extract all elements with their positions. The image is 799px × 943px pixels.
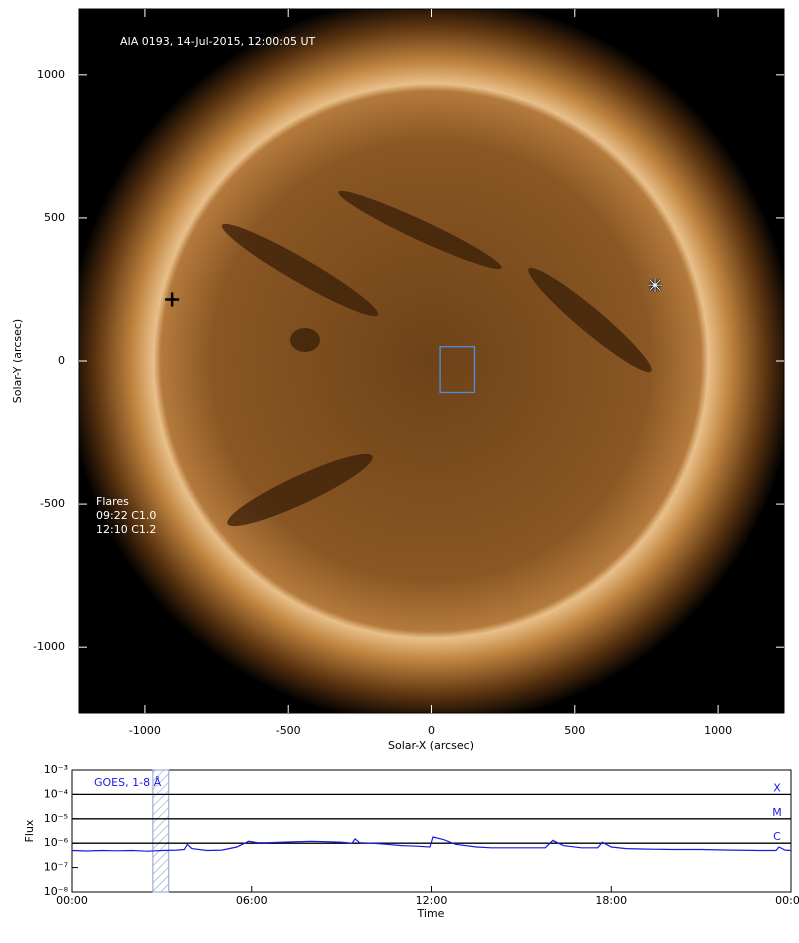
x-tick-label: 00:00 [775, 894, 799, 907]
y-tick-label: 0 [58, 354, 65, 367]
y-tick-label: 10⁻⁸ [44, 885, 69, 898]
annotation: 12:10 C1.2 [96, 523, 156, 536]
shaded-interval [152, 769, 170, 893]
y-tick-label: 10⁻⁷ [44, 861, 68, 874]
coronal-holes [221, 190, 652, 527]
y-tick-label: -500 [40, 497, 65, 510]
x-axis-label: Solar-X (arcsec) [388, 739, 474, 752]
x-axis-label: Time [417, 907, 445, 920]
y-tick-label: 1000 [37, 68, 65, 81]
annotation: 09:22 C1.0 [96, 509, 156, 522]
y-axis-label: Flux [23, 819, 36, 842]
y-tick-label: 10⁻⁵ [44, 812, 68, 825]
image-panel: AIA 0193, 14-Jul-2015, 12:00:05 UT Solar… [11, 8, 785, 752]
x-tick-label: 500 [564, 724, 585, 737]
y-tick-label: 10⁻⁴ [44, 787, 69, 800]
solar-disk [79, 9, 784, 713]
plot-frame [71, 769, 792, 893]
x-tick-label: 1000 [704, 724, 732, 737]
class-label: X [773, 781, 781, 794]
flux-line [71, 836, 792, 852]
annotation: Flares [96, 495, 129, 508]
x-tick-label: 12:00 [416, 894, 448, 907]
y-axis-label: Solar-Y (arcsec) [11, 319, 24, 403]
x-tick-label: -1000 [129, 724, 161, 737]
y-tick-label: 500 [44, 211, 65, 224]
legend-entry: GOES, 1-8 Å [94, 776, 162, 789]
x-tick-label: 18:00 [595, 894, 627, 907]
x-tick-label: 06:00 [236, 894, 268, 907]
goes-panel: Time Flux XMC00:0006:0012:0018:0000:0010… [23, 763, 799, 920]
marker [648, 278, 663, 293]
x-tick-label: -500 [276, 724, 301, 737]
region-box [439, 346, 476, 394]
y-tick-label: 10⁻³ [44, 763, 68, 776]
image-title: AIA 0193, 14-Jul-2015, 12:00:05 UT [120, 35, 316, 48]
x-tick-label: 0 [428, 724, 435, 737]
class-label: C [773, 830, 781, 843]
marker [165, 292, 180, 307]
y-tick-label: -1000 [33, 640, 65, 653]
x-tick-label: 00:00 [56, 894, 88, 907]
y-tick-label: 10⁻⁶ [44, 836, 69, 849]
class-label: M [772, 806, 782, 819]
